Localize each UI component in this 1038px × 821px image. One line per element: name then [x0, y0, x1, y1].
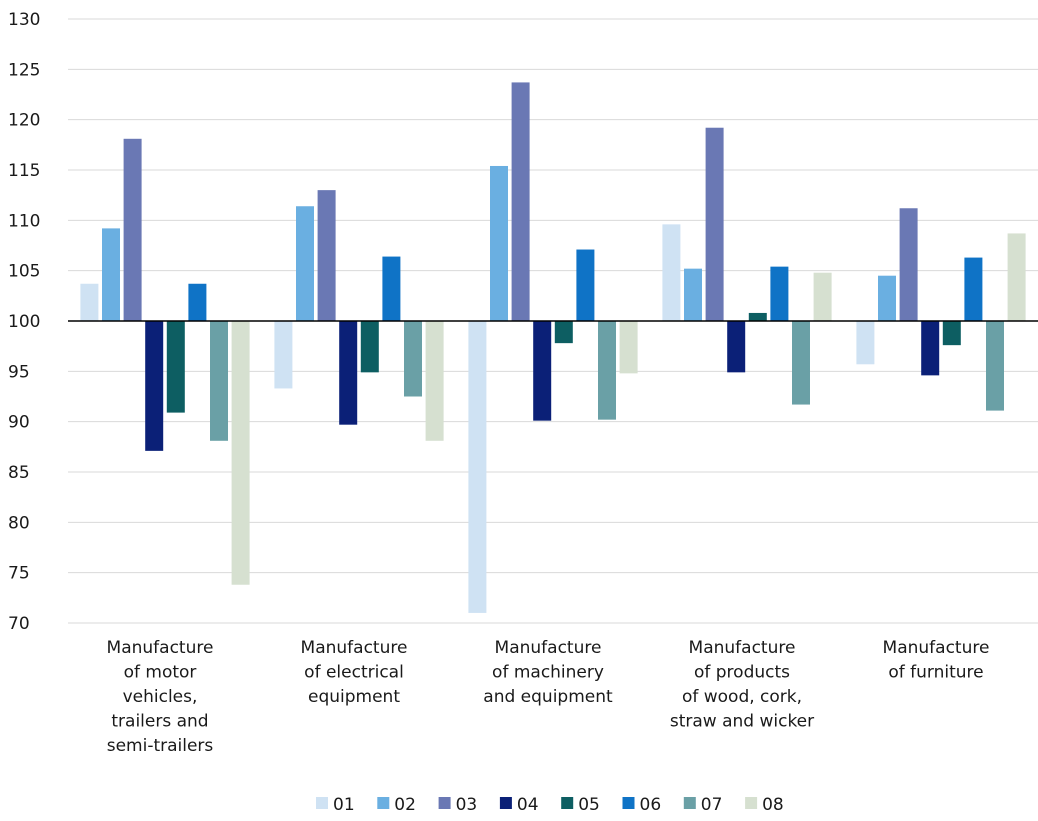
- y-tick-label: 95: [8, 362, 30, 382]
- bar-series-05-category-3: [554, 321, 573, 344]
- gridlines: [68, 18, 1038, 624]
- bar-series-02-category-3: [490, 165, 508, 321]
- bar-series-07-category-4: [792, 321, 810, 405]
- category-label-line: equipment: [308, 687, 400, 707]
- bar-series-07-category-3: [598, 321, 616, 420]
- legend-swatch-06: [622, 797, 635, 809]
- bar-series-02-category-1: [102, 228, 120, 321]
- bar-series-06-category-3: [576, 249, 595, 321]
- category-labels: Manufacture of motor vehicles, trailers and…: [107, 638, 990, 756]
- bar-series-03-category-2: [317, 190, 336, 321]
- legend-swatch-01: [316, 797, 328, 809]
- y-tick-label: 110: [8, 211, 40, 231]
- y-tick-label: 100: [8, 312, 40, 332]
- category-label-line: of furniture: [888, 663, 983, 683]
- bar-series-01-category-4: [662, 224, 681, 321]
- category-label-line: of wood, cork,: [682, 687, 802, 707]
- bar-series-03-category-3: [511, 82, 530, 321]
- y-tick-label: 75: [8, 564, 30, 584]
- bars: [80, 82, 1026, 613]
- bar-series-03-category-5: [899, 208, 918, 321]
- y-tick-label: 85: [8, 463, 30, 483]
- category-label-line: of products: [694, 663, 790, 683]
- bar-series-08-category-2: [425, 321, 444, 441]
- category-label-line: and equipment: [483, 687, 613, 707]
- bar-series-08-category-1: [231, 321, 250, 585]
- y-tick-label: 130: [8, 10, 40, 30]
- bar-series-05-category-4: [748, 312, 767, 321]
- category-label-line: of machinery: [492, 663, 604, 683]
- category-label-line: Manufacture: [495, 638, 602, 658]
- bar-series-04-category-1: [145, 321, 164, 451]
- category-label-line: vehicles,: [123, 687, 198, 707]
- bar-series-01-category-2: [274, 321, 293, 389]
- bar-series-06-category-4: [770, 266, 789, 321]
- bar-series-07-category-1: [210, 321, 228, 441]
- legend-swatch-03: [438, 797, 451, 809]
- category-label-line: Manufacture: [301, 638, 408, 658]
- bar-series-05-category-1: [166, 321, 185, 413]
- legend-label-06: 06: [640, 795, 662, 815]
- category-label-line: of motor: [124, 663, 197, 683]
- category-label-line: semi-trailers: [107, 736, 214, 756]
- y-tick-label: 120: [8, 111, 40, 131]
- category-label-line: of electrical: [304, 663, 404, 683]
- bar-series-06-category-5: [964, 257, 983, 321]
- bar-series-01-category-1: [80, 283, 99, 321]
- bar-series-03-category-1: [123, 138, 142, 321]
- category-label-line: Manufacture: [107, 638, 214, 658]
- legend-label-07: 07: [701, 795, 723, 815]
- y-tick-label: 105: [8, 262, 40, 282]
- bar-series-08-category-3: [619, 321, 638, 374]
- bar-series-06-category-2: [382, 256, 401, 321]
- legend-swatch-07: [683, 797, 696, 809]
- y-tick-label: 70: [8, 614, 30, 634]
- bar-series-05-category-2: [360, 321, 379, 373]
- legend-label-01: 01: [333, 795, 355, 815]
- bar-series-02-category-5: [878, 275, 896, 321]
- legend-swatch-05: [561, 797, 574, 809]
- bar-series-04-category-3: [533, 321, 552, 421]
- legend-label-04: 04: [517, 795, 539, 815]
- category-label-line: straw and wicker: [670, 712, 814, 732]
- legend-label-05: 05: [578, 795, 600, 815]
- category-label-line: Manufacture: [689, 638, 796, 658]
- legend-swatch-02: [377, 797, 390, 809]
- bar-series-03-category-4: [705, 127, 724, 321]
- category-label-line: trailers and: [111, 712, 208, 732]
- bar-series-01-category-5: [856, 321, 875, 365]
- legend-label-08: 08: [762, 795, 784, 815]
- bar-series-08-category-4: [813, 272, 832, 321]
- bar-series-07-category-2: [404, 321, 422, 397]
- y-axis-tick-labels: 70 75 80 85 90 95 100 105 110 115 120 125 130: [8, 10, 40, 634]
- bar-series-01-category-3: [468, 321, 487, 613]
- bar-series-02-category-4: [684, 268, 702, 321]
- legend-swatch-08: [745, 797, 758, 809]
- legend: 01 02 03 04 05 06 07 08: [316, 795, 784, 815]
- y-tick-label: 90: [8, 413, 30, 433]
- category-label-line: Manufacture: [883, 638, 990, 658]
- bar-series-04-category-5: [921, 321, 940, 376]
- bar-series-08-category-5: [1007, 233, 1026, 321]
- y-tick-label: 125: [8, 60, 40, 80]
- legend-label-02: 02: [394, 795, 416, 815]
- bar-series-04-category-2: [339, 321, 358, 425]
- y-tick-label: 115: [8, 161, 40, 181]
- bar-series-02-category-2: [296, 206, 314, 321]
- bar-series-06-category-1: [188, 283, 207, 321]
- bar-series-07-category-5: [986, 321, 1004, 411]
- legend-label-03: 03: [456, 795, 478, 815]
- y-tick-label: 80: [8, 513, 30, 533]
- bar-series-05-category-5: [942, 321, 961, 346]
- legend-swatch-04: [499, 797, 512, 809]
- bar-series-04-category-4: [727, 321, 746, 373]
